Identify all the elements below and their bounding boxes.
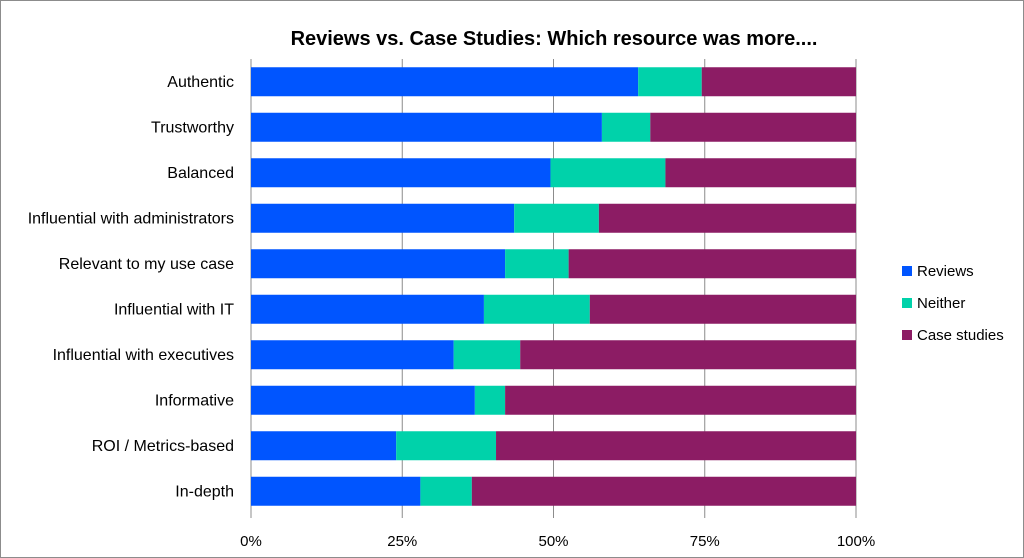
bar-neither (505, 249, 569, 279)
category-label: Trustworthy (151, 119, 234, 136)
bar-reviews (251, 340, 454, 370)
x-tick-label: 100% (837, 533, 875, 550)
legend-label: Reviews (917, 263, 974, 280)
bar-neither (550, 158, 666, 188)
category-label: Informative (155, 392, 234, 409)
bar-reviews (251, 112, 602, 142)
bar-case-studies (665, 158, 856, 188)
category-label: In-depth (175, 483, 234, 500)
bar-reviews (251, 67, 639, 97)
x-tick-label: 50% (538, 533, 568, 550)
bar-reviews (251, 476, 421, 506)
bar-case-studies (520, 340, 856, 370)
bar-neither (453, 340, 521, 370)
legend-swatch (902, 266, 912, 276)
legend-swatch (902, 298, 912, 308)
x-axis-ticks: 0% 25% 50% 75% 100% (240, 533, 875, 550)
bar-reviews (251, 385, 475, 415)
category-label: Relevant to my use case (59, 256, 234, 273)
legend: Reviews Neither Case studies (902, 263, 1004, 344)
bar-neither (420, 476, 472, 506)
x-tick-label: 0% (240, 533, 262, 550)
bar-case-studies (701, 67, 856, 97)
bar-case-studies (568, 249, 856, 279)
category-label: ROI / Metrics-based (92, 438, 234, 455)
chart-title: Reviews vs. Case Studies: Which resource… (291, 28, 818, 50)
category-labels: Authentic Trustworthy Balanced Influential … (28, 74, 235, 501)
bar-neither (474, 385, 506, 415)
category-label: Authentic (167, 74, 234, 91)
bar-reviews (251, 249, 506, 279)
legend-label: Case studies (917, 327, 1004, 344)
bar-case-studies (589, 294, 856, 324)
bar-neither (514, 203, 599, 233)
legend-label: Neither (917, 295, 965, 312)
bar-reviews (251, 203, 515, 233)
bar-case-studies (650, 112, 856, 142)
bar-neither (638, 67, 702, 97)
bar-neither (483, 294, 590, 324)
bar-reviews (251, 431, 397, 461)
category-label: Balanced (167, 165, 234, 182)
category-label: Influential with IT (114, 301, 234, 318)
x-tick-label: 75% (690, 533, 720, 550)
legend-swatch (902, 330, 912, 340)
bar-reviews (251, 294, 484, 324)
bar-reviews (251, 158, 551, 188)
bars (251, 67, 856, 506)
bar-case-studies (505, 385, 856, 415)
category-label: Influential with administrators (28, 210, 234, 227)
category-label: Influential with executives (53, 347, 234, 364)
bar-case-studies (598, 203, 856, 233)
bar-case-studies (496, 431, 856, 461)
x-tick-label: 25% (387, 533, 417, 550)
bar-case-studies (471, 476, 856, 506)
bar-neither (601, 112, 651, 142)
bar-neither (396, 431, 497, 461)
